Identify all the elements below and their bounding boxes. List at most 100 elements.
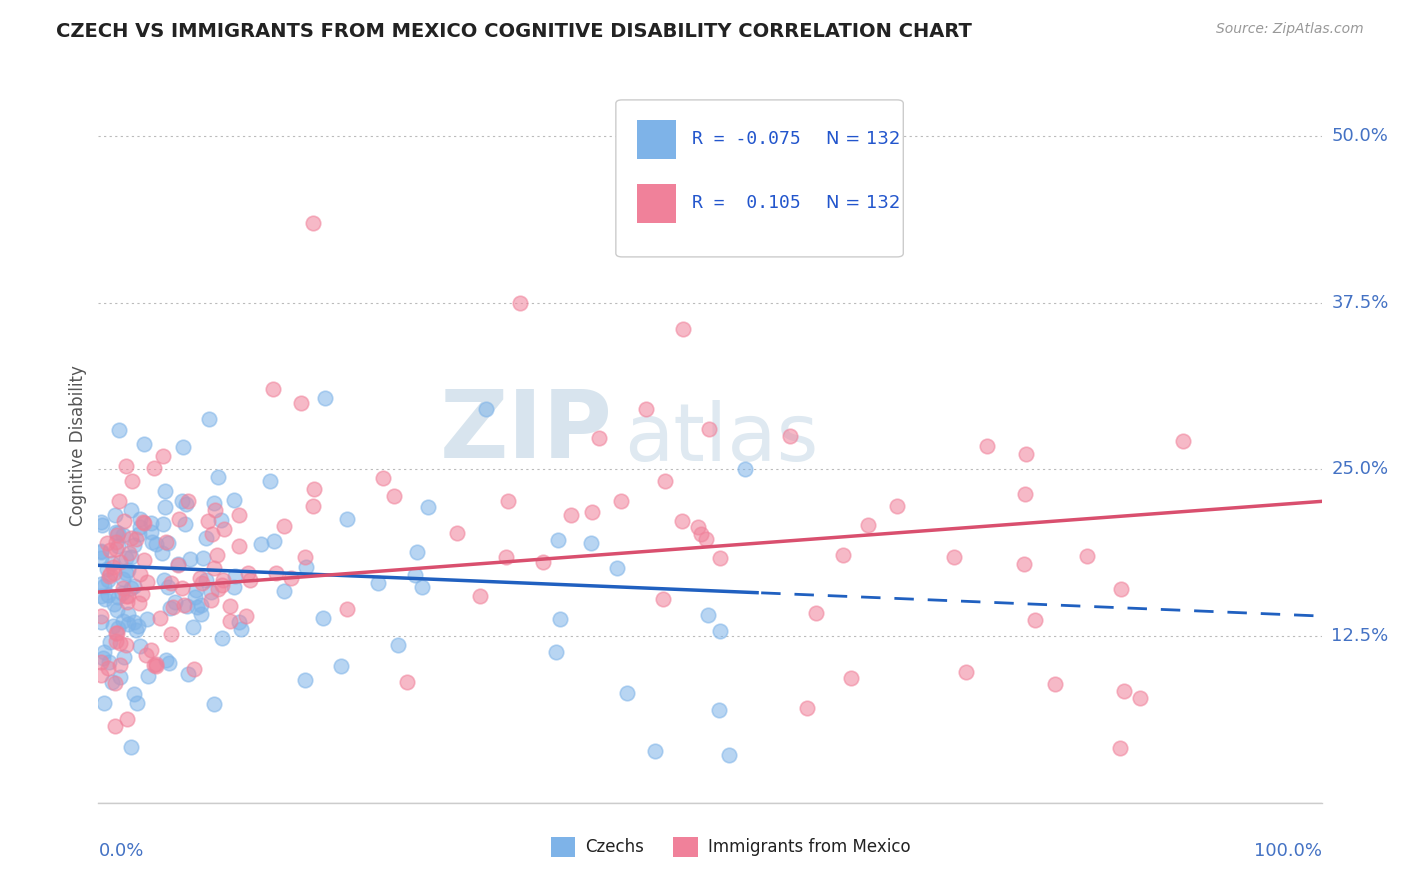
- Point: [101, 675, 124, 690]
- Point: [145, 657, 167, 671]
- Point: [110, 636, 132, 650]
- Point: [943, 550, 966, 565]
- Point: [153, 483, 176, 498]
- Point: [294, 550, 316, 565]
- Point: [90, 517, 112, 532]
- Point: [153, 573, 176, 587]
- Point: [115, 594, 138, 608]
- Point: [211, 578, 233, 592]
- Point: [112, 573, 135, 587]
- Point: [107, 528, 129, 542]
- Point: [197, 514, 219, 528]
- Point: [718, 748, 741, 763]
- Point: [636, 402, 658, 417]
- Text: 50.0%: 50.0%: [1331, 127, 1388, 145]
- Point: [177, 494, 200, 508]
- Point: [96, 562, 118, 576]
- Point: [202, 697, 225, 711]
- Point: [176, 599, 198, 613]
- Bar: [551, 837, 575, 857]
- Point: [122, 538, 145, 552]
- FancyBboxPatch shape: [616, 100, 903, 257]
- Point: [301, 216, 323, 230]
- Text: atlas: atlas: [624, 400, 818, 478]
- Point: [121, 474, 143, 488]
- Point: [228, 508, 250, 523]
- Point: [149, 611, 172, 625]
- Point: [796, 701, 818, 715]
- Point: [105, 626, 128, 640]
- Point: [101, 556, 124, 570]
- Point: [152, 517, 174, 532]
- Point: [184, 582, 207, 597]
- Point: [779, 428, 801, 442]
- Point: [405, 545, 427, 559]
- Point: [382, 490, 405, 504]
- Point: [90, 608, 112, 623]
- Point: [94, 592, 117, 607]
- Point: [696, 608, 718, 623]
- Point: [150, 546, 173, 560]
- Point: [652, 592, 675, 607]
- Point: [108, 556, 131, 570]
- Point: [209, 513, 232, 527]
- Point: [186, 600, 208, 615]
- Point: [211, 573, 233, 587]
- Point: [159, 656, 181, 670]
- Point: [200, 593, 222, 607]
- Point: [115, 550, 138, 565]
- Point: [190, 571, 212, 585]
- Point: [418, 500, 440, 514]
- Point: [191, 550, 214, 565]
- Point: [142, 657, 165, 672]
- Point: [115, 589, 138, 603]
- Point: [104, 535, 127, 549]
- Point: [207, 582, 229, 596]
- Bar: [673, 837, 697, 857]
- Point: [202, 560, 225, 574]
- Point: [236, 566, 259, 581]
- Point: [90, 577, 112, 591]
- Point: [108, 657, 131, 672]
- Point: [172, 581, 194, 595]
- Point: [135, 612, 157, 626]
- Point: [107, 493, 129, 508]
- Point: [96, 588, 118, 602]
- Point: [107, 590, 129, 604]
- Point: [1112, 684, 1135, 698]
- Point: [671, 515, 693, 529]
- Point: [104, 719, 127, 733]
- Point: [228, 615, 250, 629]
- Point: [107, 621, 129, 635]
- Point: [93, 645, 115, 659]
- Point: [709, 551, 731, 566]
- Point: [734, 462, 756, 476]
- Point: [143, 461, 166, 475]
- Point: [136, 574, 159, 589]
- Point: [1076, 549, 1098, 563]
- Point: [219, 615, 242, 629]
- Point: [174, 516, 197, 531]
- Point: [610, 494, 633, 508]
- Text: ZIP: ZIP: [439, 385, 612, 478]
- Point: [387, 638, 409, 652]
- Text: Source: ZipAtlas.com: Source: ZipAtlas.com: [1216, 22, 1364, 37]
- Point: [114, 566, 136, 580]
- Point: [183, 662, 205, 676]
- Point: [1014, 487, 1036, 501]
- Point: [686, 520, 709, 534]
- Point: [167, 557, 190, 571]
- Point: [156, 580, 179, 594]
- Point: [132, 516, 155, 530]
- Point: [110, 586, 132, 600]
- Point: [96, 536, 118, 550]
- Point: [112, 514, 135, 528]
- Point: [1129, 691, 1152, 706]
- Point: [264, 566, 287, 581]
- Point: [155, 500, 177, 515]
- Point: [115, 712, 138, 726]
- Point: [90, 544, 112, 558]
- Point: [104, 524, 127, 539]
- Point: [330, 658, 353, 673]
- Point: [104, 625, 127, 640]
